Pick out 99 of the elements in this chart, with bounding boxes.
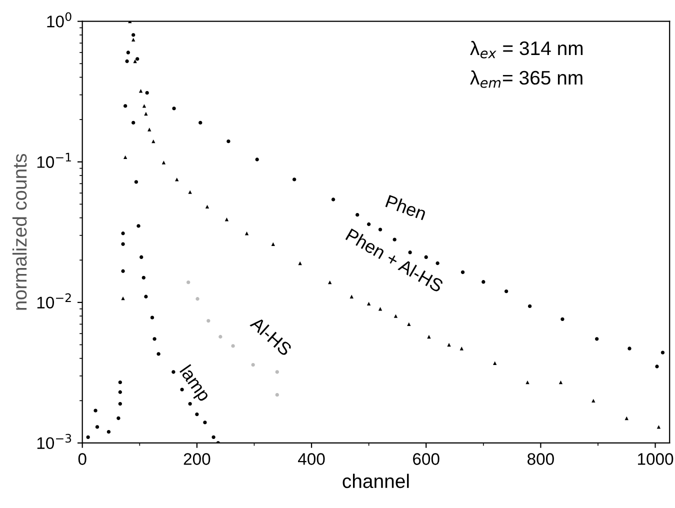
point bbox=[118, 402, 122, 406]
point bbox=[134, 180, 138, 184]
point bbox=[188, 402, 192, 406]
point bbox=[152, 337, 156, 341]
x-tick-label: 1000 bbox=[638, 453, 674, 465]
point bbox=[121, 269, 125, 273]
point bbox=[224, 218, 229, 222]
point bbox=[148, 128, 152, 132]
point bbox=[592, 398, 596, 403]
point bbox=[198, 120, 202, 125]
point bbox=[145, 90, 149, 95]
x-tick-label: 400 bbox=[298, 453, 325, 465]
point bbox=[624, 416, 628, 420]
point bbox=[123, 104, 128, 108]
point bbox=[394, 314, 398, 318]
point bbox=[378, 307, 382, 311]
point bbox=[95, 425, 100, 429]
point bbox=[136, 224, 140, 228]
point bbox=[231, 344, 235, 348]
point bbox=[226, 140, 230, 144]
point bbox=[136, 57, 140, 61]
point bbox=[366, 222, 371, 226]
point bbox=[255, 158, 259, 162]
point bbox=[558, 380, 563, 384]
point bbox=[144, 294, 148, 298]
point bbox=[138, 89, 143, 93]
y-axis-title: normalized counts bbox=[12, 154, 27, 310]
point bbox=[118, 390, 122, 394]
point bbox=[628, 346, 632, 350]
point bbox=[460, 270, 465, 274]
point bbox=[331, 198, 336, 202]
y-tick-label: 10$^{−2}$ bbox=[37, 293, 71, 309]
point bbox=[560, 317, 564, 322]
point bbox=[292, 178, 296, 182]
point bbox=[206, 318, 210, 323]
point bbox=[482, 280, 486, 284]
point bbox=[251, 362, 255, 367]
point bbox=[162, 160, 166, 164]
point bbox=[660, 350, 665, 354]
point bbox=[655, 364, 659, 368]
point bbox=[407, 322, 411, 326]
point bbox=[132, 33, 136, 37]
point bbox=[156, 352, 160, 356]
point bbox=[140, 255, 144, 259]
point bbox=[150, 316, 154, 320]
point bbox=[186, 280, 190, 284]
point bbox=[172, 370, 176, 374]
point bbox=[118, 380, 122, 384]
point bbox=[408, 250, 412, 254]
point bbox=[244, 232, 249, 236]
annotation: λ$_{em}$= 365 nm bbox=[470, 70, 582, 88]
x-tick-label: 600 bbox=[413, 453, 440, 465]
x-axis-title: channel bbox=[342, 474, 409, 488]
point bbox=[271, 242, 275, 246]
point bbox=[195, 412, 199, 416]
y-tick-label: 10$^{−3}$ bbox=[37, 434, 72, 450]
point bbox=[424, 255, 428, 259]
point bbox=[528, 304, 532, 308]
point bbox=[275, 370, 279, 374]
annotation: λ$_{ex}$ = 314 nm bbox=[470, 40, 583, 58]
point bbox=[126, 50, 130, 54]
point bbox=[142, 276, 146, 280]
point bbox=[132, 38, 136, 42]
point bbox=[116, 416, 120, 420]
point bbox=[172, 106, 176, 110]
point bbox=[328, 280, 332, 284]
text: Phen bbox=[385, 194, 427, 220]
point bbox=[350, 294, 354, 298]
point bbox=[493, 361, 497, 365]
point bbox=[196, 297, 200, 301]
point bbox=[392, 238, 396, 242]
point bbox=[142, 104, 146, 108]
x-tick-label: 200 bbox=[184, 453, 210, 465]
point bbox=[205, 204, 210, 209]
point bbox=[595, 337, 599, 341]
point bbox=[106, 430, 111, 434]
point bbox=[366, 302, 371, 306]
point bbox=[275, 393, 279, 397]
point bbox=[121, 242, 125, 246]
point bbox=[121, 232, 125, 236]
point bbox=[123, 155, 128, 160]
text: Phen + Al-HS bbox=[345, 228, 444, 293]
point bbox=[132, 120, 136, 125]
x-tick-label: 0 bbox=[78, 453, 86, 465]
point bbox=[504, 289, 508, 294]
y-tick-label: 10$^{0}$ bbox=[47, 12, 72, 28]
point bbox=[460, 346, 464, 350]
point bbox=[212, 435, 216, 439]
point bbox=[656, 425, 661, 429]
point bbox=[218, 334, 222, 339]
y-tick-label: 10$^{−1}$ bbox=[37, 152, 71, 168]
point bbox=[125, 59, 129, 64]
point bbox=[175, 178, 179, 182]
point bbox=[203, 420, 207, 424]
point bbox=[94, 408, 98, 412]
point bbox=[188, 190, 192, 194]
point bbox=[86, 435, 90, 439]
point bbox=[356, 212, 360, 217]
x-tick-label: 800 bbox=[528, 453, 554, 465]
